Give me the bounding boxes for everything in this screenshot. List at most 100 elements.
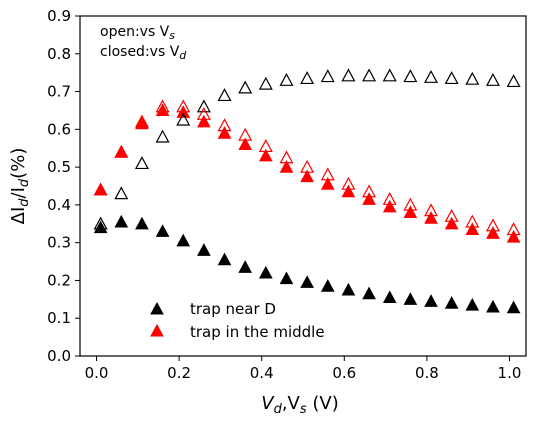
filled-triangle-point	[424, 211, 438, 224]
y-tick-label: 0.3	[47, 234, 71, 252]
filled-triangle-point	[279, 160, 294, 173]
filled-triangle-point	[114, 214, 129, 228]
open-triangle-point	[155, 99, 170, 113]
legend-label-trap-in-the-middle: trap in the middle	[190, 323, 325, 341]
filled-triangle-point	[197, 243, 211, 256]
y-tick-label: 0.2	[47, 271, 71, 289]
x-tick-label: 0.6	[332, 364, 356, 382]
open-triangle-point	[155, 129, 170, 143]
filled-triangle-point	[465, 297, 480, 311]
legend-marker-trap-near-d	[150, 301, 164, 315]
open-triangle-point	[465, 71, 480, 85]
x-axis-label: Vd,Vs (V)	[261, 393, 339, 417]
y-tick-label: 0.8	[47, 45, 71, 63]
filled-triangle-point	[300, 169, 314, 183]
open-triangle-point	[382, 191, 397, 205]
open-triangle-point	[238, 127, 253, 141]
filled-triangle-point	[217, 126, 232, 139]
open-triangle-point	[217, 118, 232, 132]
annotation-line-2: closed:vs Vd	[100, 44, 187, 62]
filled-triangle-point	[506, 229, 521, 243]
x-tick-label: 0.4	[250, 364, 274, 382]
filled-triangle-point	[444, 296, 459, 309]
filled-triangle-point	[341, 184, 356, 198]
filled-triangle-point	[341, 282, 356, 296]
x-tick-label: 0.0	[85, 364, 109, 382]
open-triangle-point	[176, 99, 191, 113]
open-triangle-point	[238, 80, 253, 94]
filled-triangle-point	[135, 216, 149, 230]
filled-triangle-point	[403, 292, 418, 305]
legend: trap near D trap in the middle	[150, 300, 325, 341]
y-tick-label: 0.9	[47, 7, 71, 25]
open-triangle-point	[279, 72, 294, 86]
filled-triangle-point	[217, 252, 232, 266]
open-triangle-point	[341, 68, 356, 82]
y-axis-label: ΔId/Id(%)	[8, 148, 32, 225]
open-triangle-point	[444, 71, 459, 85]
open-triangle-point	[320, 167, 335, 181]
plot-marks	[93, 68, 521, 314]
filled-triangle-point	[444, 216, 459, 230]
open-triangle-point	[258, 76, 273, 90]
open-triangle-point	[362, 184, 377, 198]
filled-triangle-point	[155, 224, 170, 237]
y-tick-label: 0.7	[47, 83, 71, 101]
filled-triangle-point	[114, 144, 129, 158]
open-triangle-point	[506, 222, 521, 236]
open-triangle-point	[485, 72, 500, 86]
filled-triangle-point	[506, 300, 521, 314]
open-triangle-point	[403, 197, 418, 211]
open-triangle-point	[382, 68, 397, 82]
x-tick-label: 1.0	[498, 364, 522, 382]
filled-triangle-point	[320, 177, 335, 190]
x-tick-label: 0.8	[415, 364, 439, 382]
filled-triangle-point	[197, 114, 211, 128]
filled-triangle-point	[320, 279, 335, 292]
filled-triangle-point	[382, 199, 397, 213]
open-triangle-point	[134, 156, 149, 170]
filled-triangle-point	[300, 275, 314, 288]
axis-ticks: 0.0 0.2 0.4 0.6 0.8 1.0 0.0 0.1 0.2 0.3 0.4 0.5 0.6 0…	[47, 7, 521, 382]
open-triangle-point	[279, 150, 294, 164]
open-triangle-point	[93, 182, 108, 196]
open-triangle-point	[341, 176, 356, 190]
filled-triangle-point	[238, 137, 253, 151]
y-tick-label: 0.0	[47, 347, 71, 365]
plot-frame	[79, 15, 527, 357]
legend-marker-trap-in-the-middle	[150, 323, 164, 337]
filled-triangle-point	[135, 116, 149, 130]
open-triangle-point	[93, 216, 108, 230]
open-triangle-point	[134, 114, 149, 128]
filled-triangle-point	[279, 271, 294, 285]
open-triangle-point	[444, 208, 459, 222]
open-triangle-point	[506, 74, 521, 88]
open-triangle-point	[196, 106, 211, 120]
open-triangle-point	[114, 186, 129, 200]
filled-triangle-point	[403, 205, 418, 219]
filled-triangle-point	[382, 290, 397, 304]
filled-triangle-point	[486, 226, 500, 239]
open-triangle-point	[403, 69, 418, 83]
open-triangle-point	[114, 144, 129, 158]
filled-triangle-point	[93, 220, 108, 234]
filled-triangle-point	[238, 260, 253, 273]
open-triangle-point	[485, 218, 500, 232]
open-triangle-point	[217, 88, 232, 102]
y-tick-label: 0.4	[47, 196, 71, 214]
open-triangle-point	[300, 159, 315, 173]
open-triangle-point	[465, 214, 480, 228]
filled-triangle-point	[362, 192, 376, 205]
open-triangle-point	[320, 69, 335, 83]
filled-triangle-point	[258, 148, 273, 162]
open-triangle-point	[424, 203, 439, 217]
filled-triangle-point	[155, 103, 170, 117]
open-triangle-point	[424, 69, 439, 83]
annotation-line-1: open:vs Vs	[100, 24, 175, 42]
open-triangle-point	[176, 112, 191, 126]
filled-triangle-point	[258, 265, 273, 279]
legend-label-trap-near-d: trap near D	[190, 300, 276, 318]
open-triangle-point	[300, 71, 315, 85]
filled-triangle-point	[486, 299, 500, 313]
